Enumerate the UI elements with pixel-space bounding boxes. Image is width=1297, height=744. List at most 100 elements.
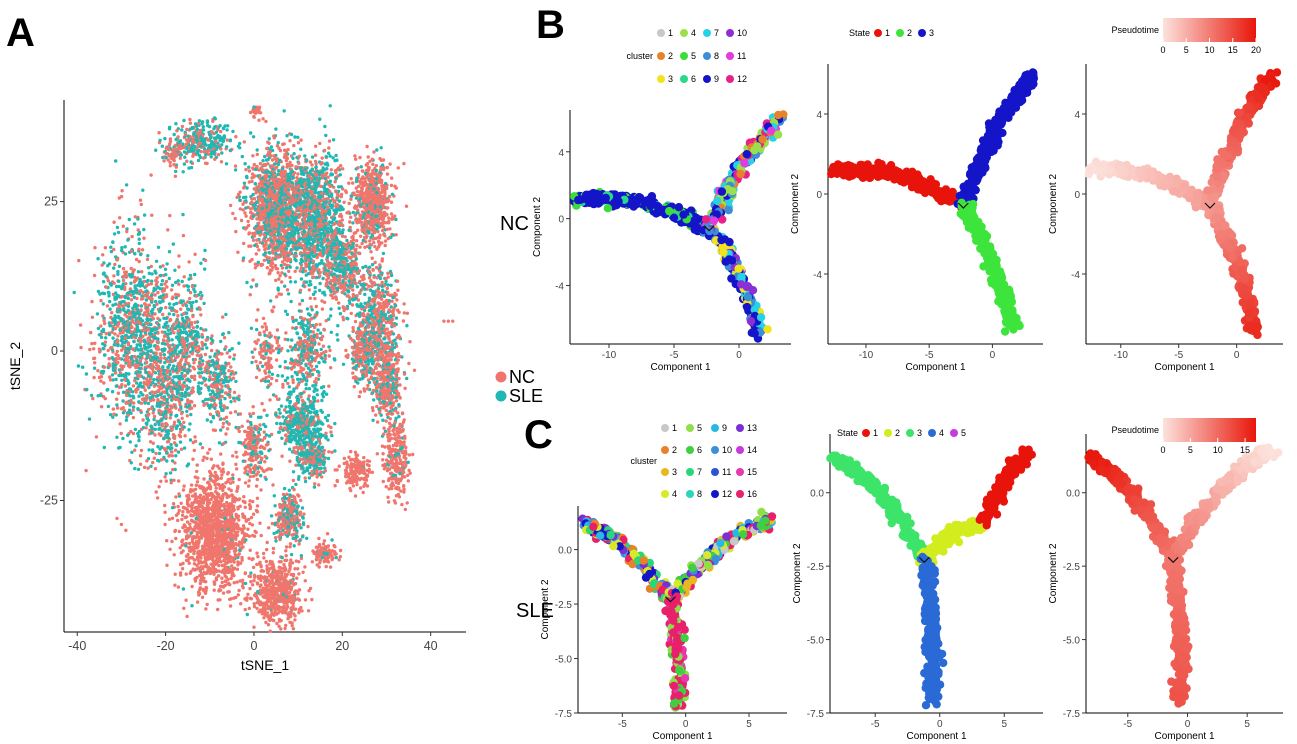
tsne-point	[293, 280, 298, 284]
tsne-point	[324, 133, 328, 138]
tsne-point	[130, 320, 135, 324]
tsne-point	[234, 379, 238, 384]
tsne-point	[194, 294, 199, 298]
tsne-point	[136, 467, 141, 471]
tsne-point	[320, 173, 324, 177]
tsne-point	[175, 355, 180, 359]
tsne-point	[168, 343, 172, 348]
tsne-point	[191, 390, 195, 394]
tsne-point	[129, 330, 134, 334]
tsne-point	[200, 381, 204, 385]
tsne-point	[198, 442, 203, 446]
tsne-point	[221, 381, 226, 385]
tsne-point	[293, 257, 297, 262]
tsne-point	[126, 433, 130, 437]
tsne-point	[185, 351, 189, 355]
tsne-point	[162, 348, 166, 353]
tsne-point	[209, 420, 213, 424]
tsne-point	[184, 392, 188, 396]
tsne-point	[156, 331, 160, 335]
tsne-point	[184, 304, 189, 308]
tsne-point	[291, 173, 296, 177]
tsne-point	[141, 188, 145, 192]
tsne-point	[208, 363, 212, 368]
tsne-point	[267, 256, 271, 260]
tsne-point	[213, 406, 217, 410]
tsne-point	[164, 316, 169, 321]
tsne-point	[274, 127, 278, 131]
tsne-point	[173, 326, 177, 331]
tsne-point	[214, 392, 218, 397]
tsne-point	[249, 285, 253, 289]
tsne-point	[117, 303, 121, 307]
tsne-point	[264, 187, 268, 192]
tsne-point	[279, 182, 283, 187]
tsne-point	[264, 119, 268, 124]
tsne-point	[242, 181, 247, 185]
tsne-point	[271, 170, 275, 174]
tsne-point	[99, 405, 104, 409]
tsne-point	[129, 281, 133, 285]
tsne-point	[254, 167, 258, 172]
tsne-point	[123, 287, 127, 292]
tsne-point	[177, 374, 181, 379]
tsne-point	[251, 109, 255, 114]
tsne-point	[154, 490, 158, 494]
tsne-point	[155, 363, 159, 367]
tsne-point	[165, 285, 169, 289]
tsne-point	[241, 202, 245, 206]
tsne-point	[292, 143, 296, 148]
tsne-point	[127, 217, 131, 222]
tsne-point	[96, 369, 100, 373]
tsne-point	[313, 296, 317, 301]
tsne-point	[253, 243, 257, 248]
tsne-point	[129, 266, 133, 271]
tsne-point	[150, 293, 154, 298]
tsne-point	[129, 356, 134, 361]
tsne-point	[213, 373, 217, 377]
tsne-point	[139, 304, 144, 308]
tsne-point	[132, 339, 136, 344]
tsne-point	[121, 390, 126, 394]
y-axis-title: tSNE_2	[7, 342, 23, 390]
tsne-point	[223, 396, 227, 401]
tsne-point	[221, 138, 226, 143]
tsne-point	[178, 440, 183, 444]
tsne-point	[152, 414, 157, 419]
tsne-point	[229, 400, 233, 404]
tsne-point	[250, 176, 254, 180]
tsne-point	[209, 155, 213, 159]
tsne-point	[326, 151, 331, 155]
tsne-point	[223, 391, 228, 395]
tsne-point	[268, 212, 272, 217]
tsne-point	[131, 431, 136, 436]
tsne-point	[104, 274, 108, 278]
tsne-point	[191, 152, 196, 156]
tsne-point	[149, 264, 153, 269]
tsne-point	[124, 357, 128, 362]
tsne-point	[328, 154, 332, 158]
tsne-point	[311, 275, 316, 279]
tsne-point	[151, 460, 155, 465]
tsne-point	[197, 371, 201, 375]
tsne-point	[159, 410, 163, 414]
tsne-point	[162, 159, 166, 163]
tsne-point	[296, 141, 301, 145]
tsne-point	[245, 186, 249, 190]
tsne-point	[144, 289, 148, 294]
tsne-point	[111, 378, 115, 382]
tsne-point	[187, 354, 191, 358]
tsne-point	[288, 160, 292, 165]
tsne-point	[276, 172, 280, 177]
tsne-point	[287, 269, 291, 273]
tsne-point	[355, 243, 359, 248]
tsne-point	[316, 212, 320, 216]
tsne-point	[323, 173, 328, 177]
tsne-point	[295, 266, 299, 270]
tsne-point	[278, 200, 283, 204]
tsne-point	[303, 233, 307, 237]
tsne-point	[158, 352, 163, 356]
tsne-point	[252, 203, 256, 207]
tsne-point	[254, 283, 259, 287]
tsne-point	[264, 227, 268, 231]
